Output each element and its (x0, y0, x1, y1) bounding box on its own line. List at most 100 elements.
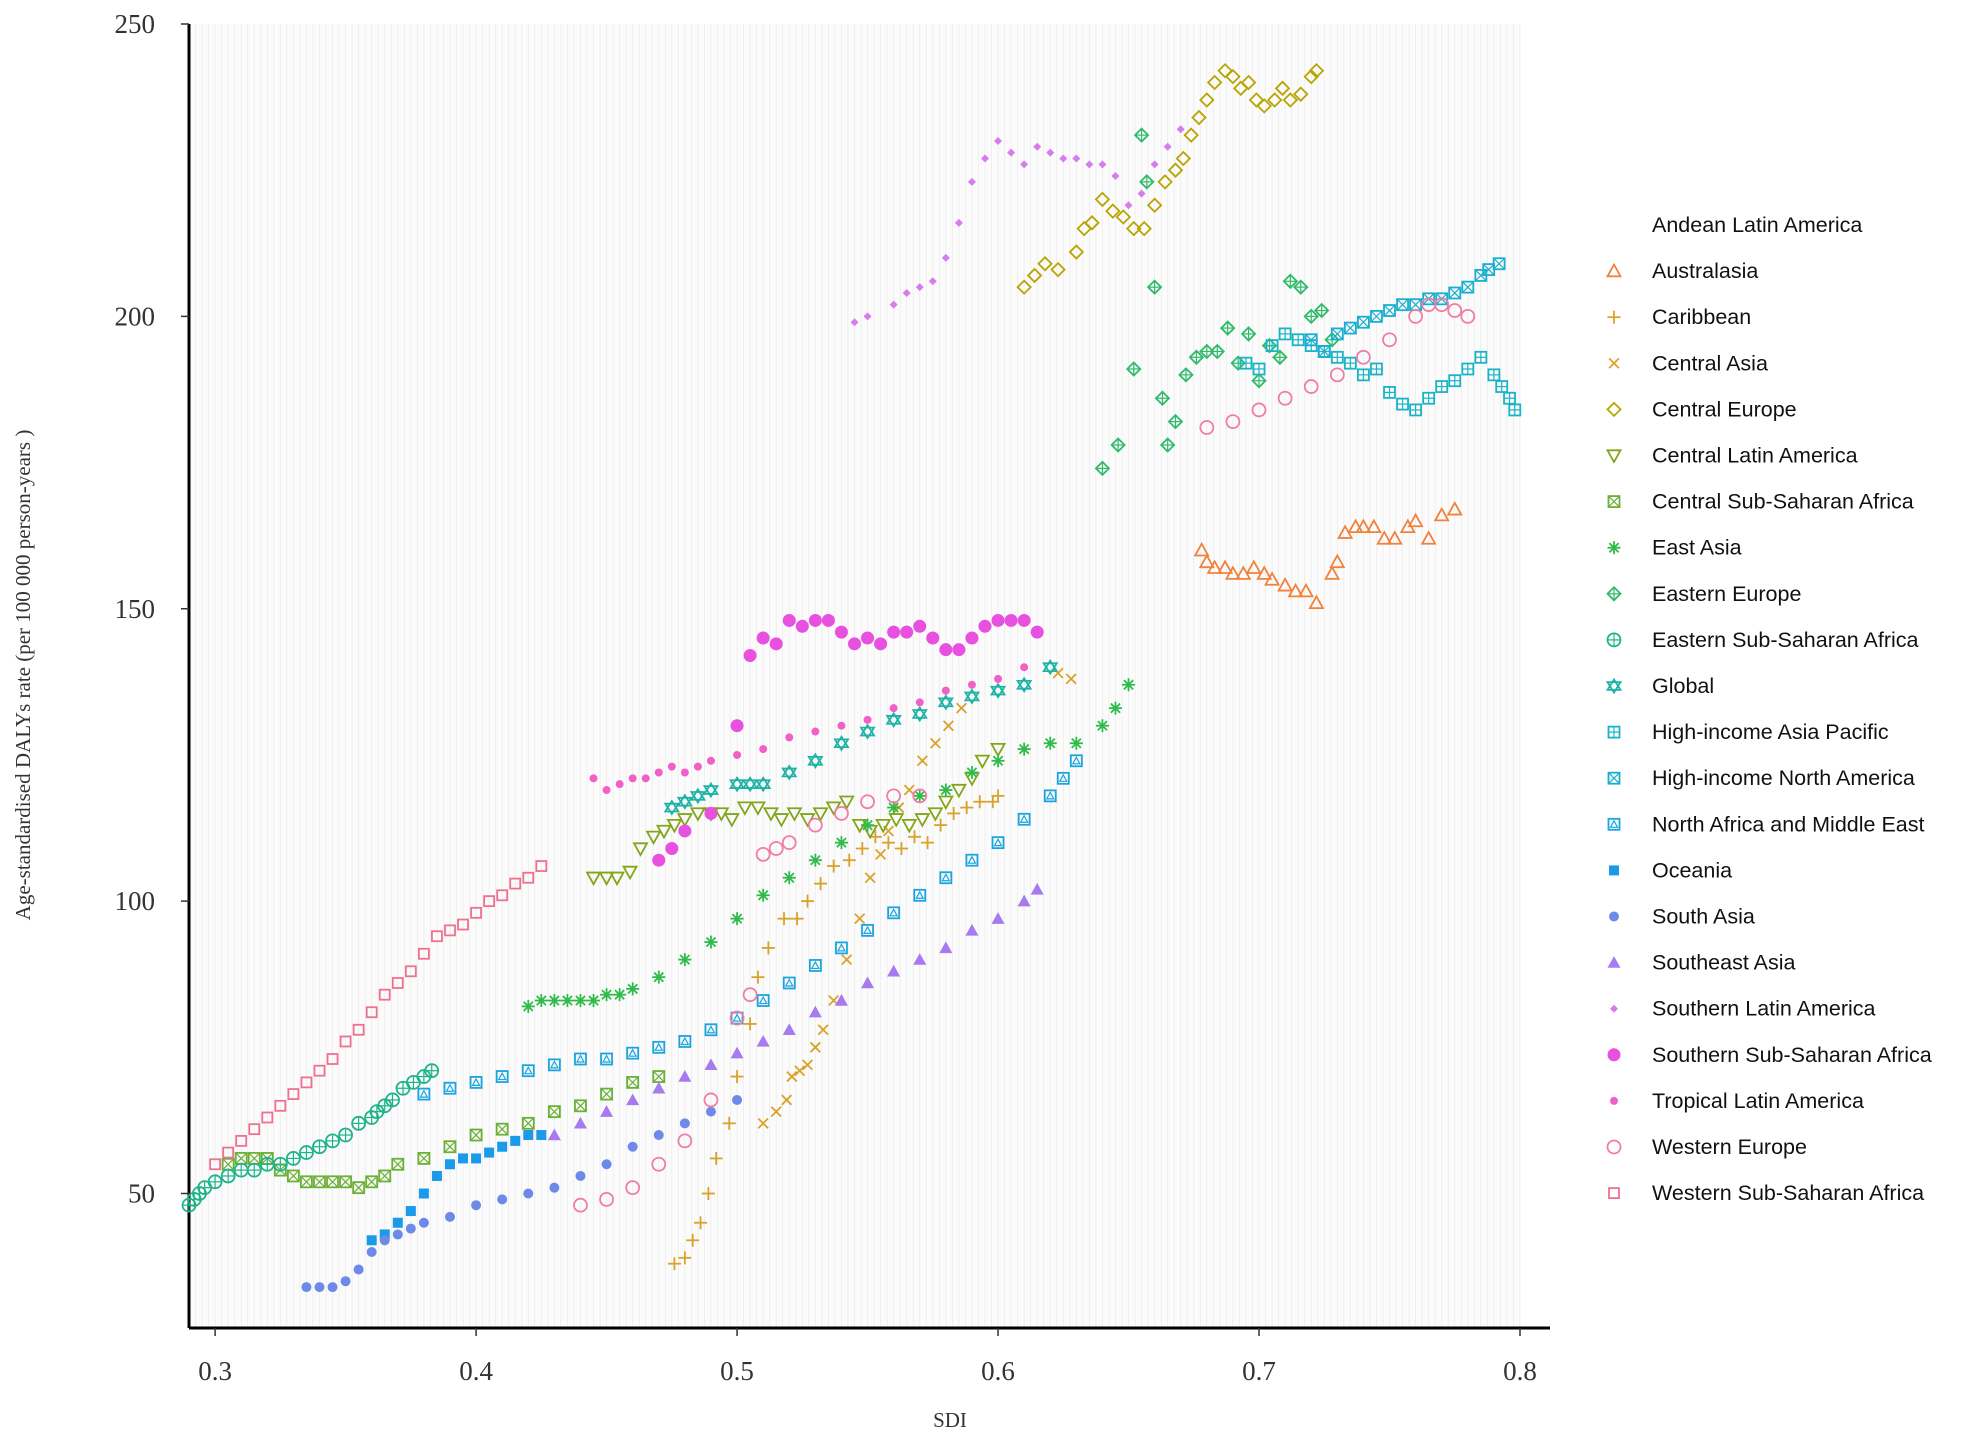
data-point (888, 813, 905, 828)
series-points (521, 678, 1136, 1013)
data-point (417, 1087, 431, 1101)
data-point (1433, 506, 1450, 522)
data-point (209, 1158, 221, 1171)
data-point (963, 688, 981, 705)
data-point (1291, 333, 1305, 347)
legend-label: High-income Asia Pacific (1652, 720, 1889, 744)
legend-key (1607, 817, 1621, 831)
data-point (759, 745, 768, 754)
data-point (1030, 625, 1044, 639)
data-point (732, 1094, 743, 1105)
data-point (900, 625, 914, 639)
data-point (1219, 320, 1236, 336)
data-point (626, 1076, 640, 1089)
data-point (861, 976, 875, 989)
data-point (622, 865, 639, 881)
data-point (1370, 362, 1383, 376)
data-point (651, 1156, 667, 1172)
data-point (645, 830, 662, 846)
data-point (756, 994, 770, 1007)
data-point (339, 1035, 352, 1048)
series-points (547, 882, 1044, 1141)
data-point (952, 643, 966, 657)
data-point (991, 912, 1005, 924)
data-point (1356, 349, 1371, 365)
data-point (458, 1153, 469, 1164)
data-point (431, 1170, 442, 1181)
data-point (1016, 279, 1032, 295)
data-point (1409, 403, 1423, 417)
series-points (663, 659, 1059, 816)
data-point (937, 694, 954, 711)
data-point (834, 836, 848, 850)
data-point (665, 842, 679, 856)
data-point (272, 1156, 288, 1172)
data-point (730, 1070, 744, 1084)
data-point (667, 1257, 681, 1271)
x-tick-label: 0.7 (1242, 1356, 1276, 1386)
data-point (521, 1116, 535, 1130)
data-point (1239, 356, 1253, 370)
data-point (1264, 571, 1281, 586)
data-point (781, 764, 798, 781)
data-point (626, 1093, 640, 1106)
data-point (641, 774, 650, 783)
data-point (1282, 273, 1299, 290)
data-point (989, 682, 1007, 699)
data-point (742, 987, 758, 1003)
data-point (547, 1105, 561, 1119)
data-point (1386, 530, 1403, 545)
legend-label: Central Latin America (1652, 444, 1858, 468)
data-point (608, 871, 626, 887)
data-point (781, 1094, 793, 1106)
legend-label: Eastern Europe (1652, 582, 1801, 606)
data-point (418, 1188, 429, 1199)
data-point (1154, 390, 1171, 407)
data-point (1277, 577, 1294, 592)
data-point (1124, 201, 1133, 210)
data-point (927, 807, 944, 822)
data-point (495, 1070, 509, 1083)
data-point (1033, 142, 1042, 151)
data-point (1324, 565, 1341, 580)
data-point (652, 970, 666, 984)
series-points (221, 1070, 666, 1195)
data-point (1435, 380, 1449, 393)
data-point (1383, 304, 1396, 317)
data-point (573, 1116, 587, 1129)
data-point (339, 1175, 352, 1189)
data-point (431, 930, 443, 943)
data-point (313, 1175, 326, 1189)
data-point (786, 1071, 798, 1083)
legend-label: Central Europe (1652, 397, 1797, 421)
data-point (864, 872, 876, 884)
data-point (902, 288, 911, 297)
series-points (1094, 127, 1340, 477)
data-point (366, 1246, 377, 1257)
data-point (808, 1005, 822, 1018)
data-point (812, 807, 829, 822)
data-point (926, 631, 940, 645)
data-point (1016, 676, 1033, 693)
data-point (928, 277, 937, 286)
data-point (601, 1159, 612, 1170)
series-points (417, 754, 1083, 1101)
legend-label: Central Asia (1652, 351, 1768, 375)
data-point (741, 775, 759, 793)
data-point (497, 1194, 508, 1205)
data-point (1050, 261, 1066, 278)
data-point (761, 941, 775, 955)
data-point (769, 637, 783, 651)
data-point (916, 755, 928, 767)
data-point (950, 783, 967, 799)
series-points (1193, 500, 1463, 610)
data-point (756, 631, 770, 645)
data-point (1492, 257, 1506, 271)
data-point (855, 842, 869, 856)
data-point (850, 318, 859, 327)
data-point (1105, 203, 1121, 219)
legend-label: Oceania (1652, 858, 1732, 882)
data-point (795, 619, 809, 633)
data-point (686, 1233, 700, 1247)
data-point (689, 787, 707, 805)
